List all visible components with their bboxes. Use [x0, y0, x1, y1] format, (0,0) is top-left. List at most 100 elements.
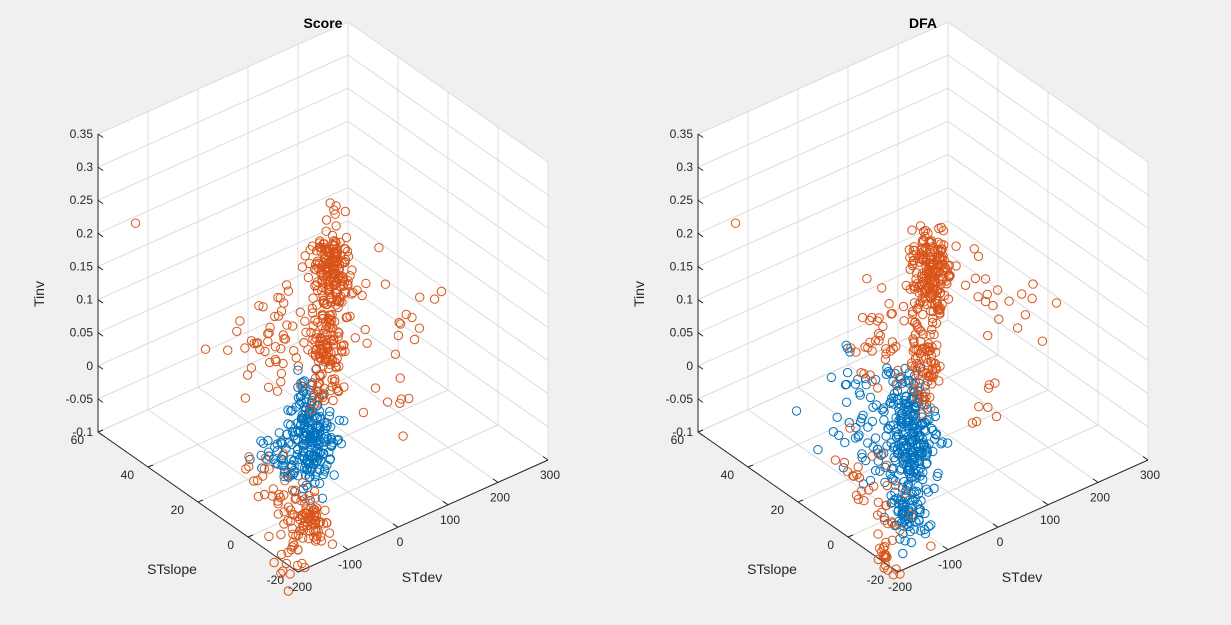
z-tick-label: -0.1 — [672, 425, 693, 439]
data-point — [926, 236, 937, 246]
data-point — [864, 485, 874, 495]
data-point — [260, 346, 270, 357]
data-point — [361, 278, 371, 289]
data-point — [915, 297, 926, 307]
data-point — [902, 482, 912, 492]
grid-line — [347, 120, 549, 262]
data-point — [313, 421, 323, 431]
data-point — [310, 493, 320, 503]
data-point — [934, 376, 944, 386]
data-point — [297, 390, 307, 401]
data-point — [983, 330, 993, 341]
x-tick-label: 300 — [540, 468, 560, 482]
data-point — [894, 499, 904, 509]
data-point — [278, 358, 288, 369]
data-point — [324, 310, 334, 320]
data-point — [264, 531, 274, 542]
y-tick-label: 0 — [227, 538, 234, 552]
data-point — [933, 237, 943, 248]
data-point — [312, 285, 323, 296]
data-point — [352, 285, 362, 295]
data-point — [297, 451, 308, 461]
data-point — [869, 481, 879, 491]
data-point — [318, 449, 328, 459]
data-point — [914, 324, 924, 334]
y-tick-label: -20 — [867, 573, 885, 587]
data-point — [331, 361, 341, 372]
data-point — [867, 346, 877, 356]
data-point — [331, 247, 341, 257]
data-point — [929, 406, 940, 416]
data-point — [249, 476, 259, 486]
data-point — [876, 450, 886, 460]
data-point — [291, 353, 301, 363]
data-point — [992, 285, 1003, 295]
data-point — [1051, 298, 1062, 308]
data-point — [303, 345, 313, 355]
data-point — [920, 381, 930, 391]
data-point — [395, 319, 406, 329]
grid-line — [697, 220, 949, 334]
data-point — [920, 287, 930, 298]
grid-line — [347, 54, 549, 196]
x-tick-label: -100 — [938, 558, 962, 572]
data-point — [859, 496, 869, 506]
data-point — [897, 482, 908, 493]
data-point — [404, 393, 414, 404]
data-point — [394, 317, 404, 328]
tick-mark — [342, 545, 349, 551]
grid-line — [97, 54, 349, 168]
z-tick-label: 0.35 — [70, 127, 94, 141]
data-point — [929, 434, 940, 444]
data-point — [904, 400, 914, 410]
data-point — [863, 438, 873, 448]
data-point — [907, 225, 917, 235]
tick-mark — [697, 299, 704, 304]
dfa-plot[interactable]: -200-1000100200300-200204060-0.1-0.0500.… — [631, 15, 1160, 594]
data-point — [903, 480, 913, 491]
data-point — [916, 496, 926, 506]
data-point — [886, 498, 896, 508]
tick-mark — [97, 299, 104, 304]
data-point — [906, 510, 916, 520]
z-tick-label: 0.2 — [76, 226, 93, 240]
data-point — [919, 418, 930, 428]
data-point — [880, 354, 891, 364]
data-point — [235, 316, 245, 326]
data-point — [872, 510, 883, 520]
data-point — [326, 441, 336, 451]
data-point — [321, 432, 332, 442]
z-axis-label: Tinv — [31, 281, 47, 307]
grid-line — [347, 87, 549, 229]
data-point — [910, 494, 920, 504]
score-plot[interactable]: -200-1000100200300-200204060-0.1-0.0500.… — [31, 15, 560, 596]
data-point — [910, 402, 920, 412]
data-point — [283, 286, 294, 296]
grid-line — [947, 154, 1149, 295]
data-point — [898, 459, 909, 469]
data-point — [309, 505, 319, 515]
data-point — [859, 369, 869, 379]
data-point — [313, 356, 324, 366]
y-axis-label: STslope — [747, 561, 797, 577]
data-point — [877, 283, 887, 293]
tick-mark — [247, 534, 254, 538]
data-point — [900, 452, 910, 463]
data-point — [407, 312, 417, 323]
tick-mark — [697, 398, 704, 403]
data-point — [272, 386, 283, 396]
data-point — [223, 345, 233, 355]
data-point — [254, 301, 264, 311]
data-point — [901, 426, 911, 437]
data-point — [932, 471, 942, 482]
data-point — [279, 471, 289, 482]
data-point — [246, 363, 257, 373]
data-point — [331, 221, 341, 231]
tick-mark — [697, 429, 704, 433]
data-point — [240, 343, 250, 353]
data-point — [973, 292, 983, 302]
data-point — [287, 427, 298, 437]
data-point — [324, 411, 334, 421]
data-point — [370, 383, 381, 393]
data-point — [317, 493, 328, 503]
